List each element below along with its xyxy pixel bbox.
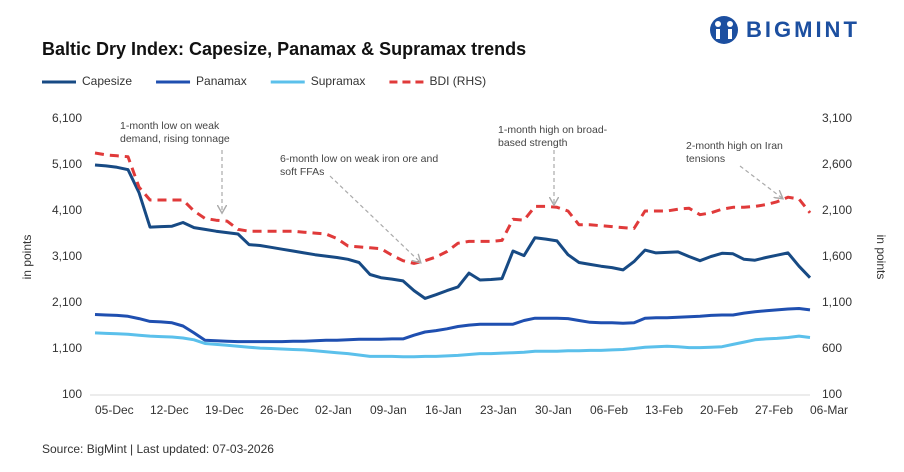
- logo-icon: [728, 29, 732, 39]
- y-tick-label: 3,100: [52, 249, 82, 263]
- y2-tick-label: 100: [822, 387, 842, 401]
- brand: BIGMINT: [746, 17, 860, 42]
- y2-tick-label: 600: [822, 341, 842, 355]
- y-tick-label: 1,100: [52, 341, 82, 355]
- x-tick-label: 12-Dec: [150, 403, 189, 417]
- annotation: 1-month high on broad-: [498, 124, 608, 136]
- y2-tick-label: 2,600: [822, 157, 852, 171]
- source: Source: BigMint | Last updated: 07-03-20…: [42, 442, 274, 456]
- x-tick-label: 20-Feb: [700, 403, 738, 417]
- logo-icon: [715, 21, 721, 27]
- x-tick-label: 23-Jan: [480, 403, 517, 417]
- chart-title: Baltic Dry Index: Capesize, Panamax & Su…: [42, 39, 526, 59]
- x-tick-label: 05-Dec: [95, 403, 134, 417]
- x-tick-label: 09-Jan: [370, 403, 407, 417]
- legend-label: BDI (RHS): [429, 74, 486, 88]
- x-tick-label: 16-Jan: [425, 403, 462, 417]
- y-tick-label: 4,100: [52, 203, 82, 217]
- legend-label: Panamax: [196, 74, 247, 88]
- x-tick-label: 19-Dec: [205, 403, 244, 417]
- annotation: demand, rising tonnage: [120, 133, 230, 145]
- y2-tick-label: 3,100: [822, 111, 852, 125]
- y-tick-label: 2,100: [52, 295, 82, 309]
- annotation: 6-month low on weak iron ore and: [280, 153, 438, 165]
- x-tick-label: 26-Dec: [260, 403, 299, 417]
- x-tick-label: 30-Jan: [535, 403, 572, 417]
- x-tick-label: 02-Jan: [315, 403, 352, 417]
- x-tick-label: 06-Feb: [590, 403, 628, 417]
- y2-tick-label: 1,100: [822, 295, 852, 309]
- logo-icon: [716, 29, 720, 39]
- y-tick-label: 100: [62, 387, 82, 401]
- y-tick-label: 5,100: [52, 157, 82, 171]
- series-line: [94, 307, 811, 344]
- y-tick-label: 6,100: [52, 111, 82, 125]
- x-tick-label: 13-Feb: [645, 403, 683, 417]
- logo-icon: [710, 16, 738, 44]
- y2-tick-label: 1,600: [822, 249, 852, 263]
- annotation-arrow: [739, 165, 782, 198]
- x-tick-label: 27-Feb: [755, 403, 793, 417]
- y2-axis-label: in points: [874, 235, 888, 280]
- x-tick-label: 06-Mar: [810, 403, 848, 417]
- legend-label: Capesize: [82, 74, 132, 88]
- annotation: tensions: [686, 153, 725, 165]
- annotation: soft FFAs: [280, 166, 324, 178]
- logo-icon: [727, 21, 733, 27]
- y-axis-label: in points: [20, 235, 34, 280]
- legend-label: Supramax: [311, 74, 366, 88]
- series-line: [94, 331, 811, 359]
- annotation: 1-month low on weak: [120, 120, 220, 132]
- series-line: [94, 163, 812, 300]
- annotation: 2-month high on Iran: [686, 140, 783, 152]
- series-line: [94, 151, 812, 265]
- y2-tick-label: 2,100: [822, 203, 852, 217]
- annotation: based strength: [498, 137, 568, 149]
- logo: BIGMINT: [710, 16, 860, 44]
